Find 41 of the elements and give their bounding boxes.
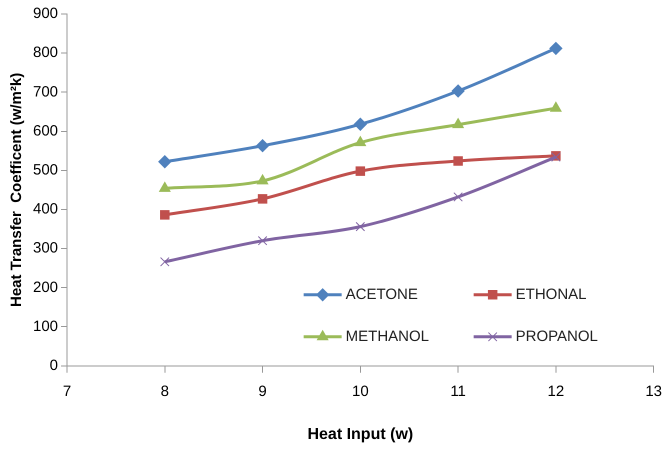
y-axis-title: Heat Transfer Coefficent (w/m²k) xyxy=(8,72,26,308)
point xyxy=(160,210,170,220)
point xyxy=(549,42,562,55)
y-tick-label: 300 xyxy=(32,240,58,257)
y-tick-label: 900 xyxy=(32,5,58,22)
point xyxy=(452,84,465,98)
point xyxy=(550,102,562,112)
legend-label: ETHONAL xyxy=(516,286,587,303)
point xyxy=(453,192,463,202)
x-axis-title: Heat Input (w) xyxy=(307,426,414,443)
point xyxy=(354,118,367,131)
x-tick-label: 9 xyxy=(258,382,267,400)
y-tick-label: 800 xyxy=(32,44,58,62)
y-tick-label: 600 xyxy=(32,122,58,140)
point xyxy=(256,139,270,152)
x-tick-label: 11 xyxy=(450,382,466,400)
y-tick-label: 500 xyxy=(32,161,58,178)
point xyxy=(159,182,170,192)
y-tick-label: 200 xyxy=(32,278,58,296)
point xyxy=(258,194,268,204)
y-tick-label: 700 xyxy=(32,83,58,100)
point xyxy=(160,257,170,267)
point xyxy=(258,236,268,246)
x-tick-label: 13 xyxy=(645,382,662,400)
x-tick-label: 7 xyxy=(62,382,72,400)
point xyxy=(158,155,172,168)
x-tick-label: 12 xyxy=(548,382,564,400)
point xyxy=(354,136,366,146)
point xyxy=(356,166,366,176)
x-tick-label: 8 xyxy=(160,382,169,400)
x-tick-label: 10 xyxy=(352,382,369,400)
legend-label: PROPANOL xyxy=(516,328,598,345)
y-tick-label: 0 xyxy=(50,356,58,374)
y-tick-label: 100 xyxy=(32,318,58,335)
point xyxy=(453,156,463,166)
point xyxy=(356,222,366,232)
point xyxy=(256,174,268,184)
point xyxy=(452,118,464,128)
y-tick-label: 400 xyxy=(32,200,58,218)
legend-label: ACETONE xyxy=(346,286,418,303)
legend-label: METHANOL xyxy=(346,328,429,345)
